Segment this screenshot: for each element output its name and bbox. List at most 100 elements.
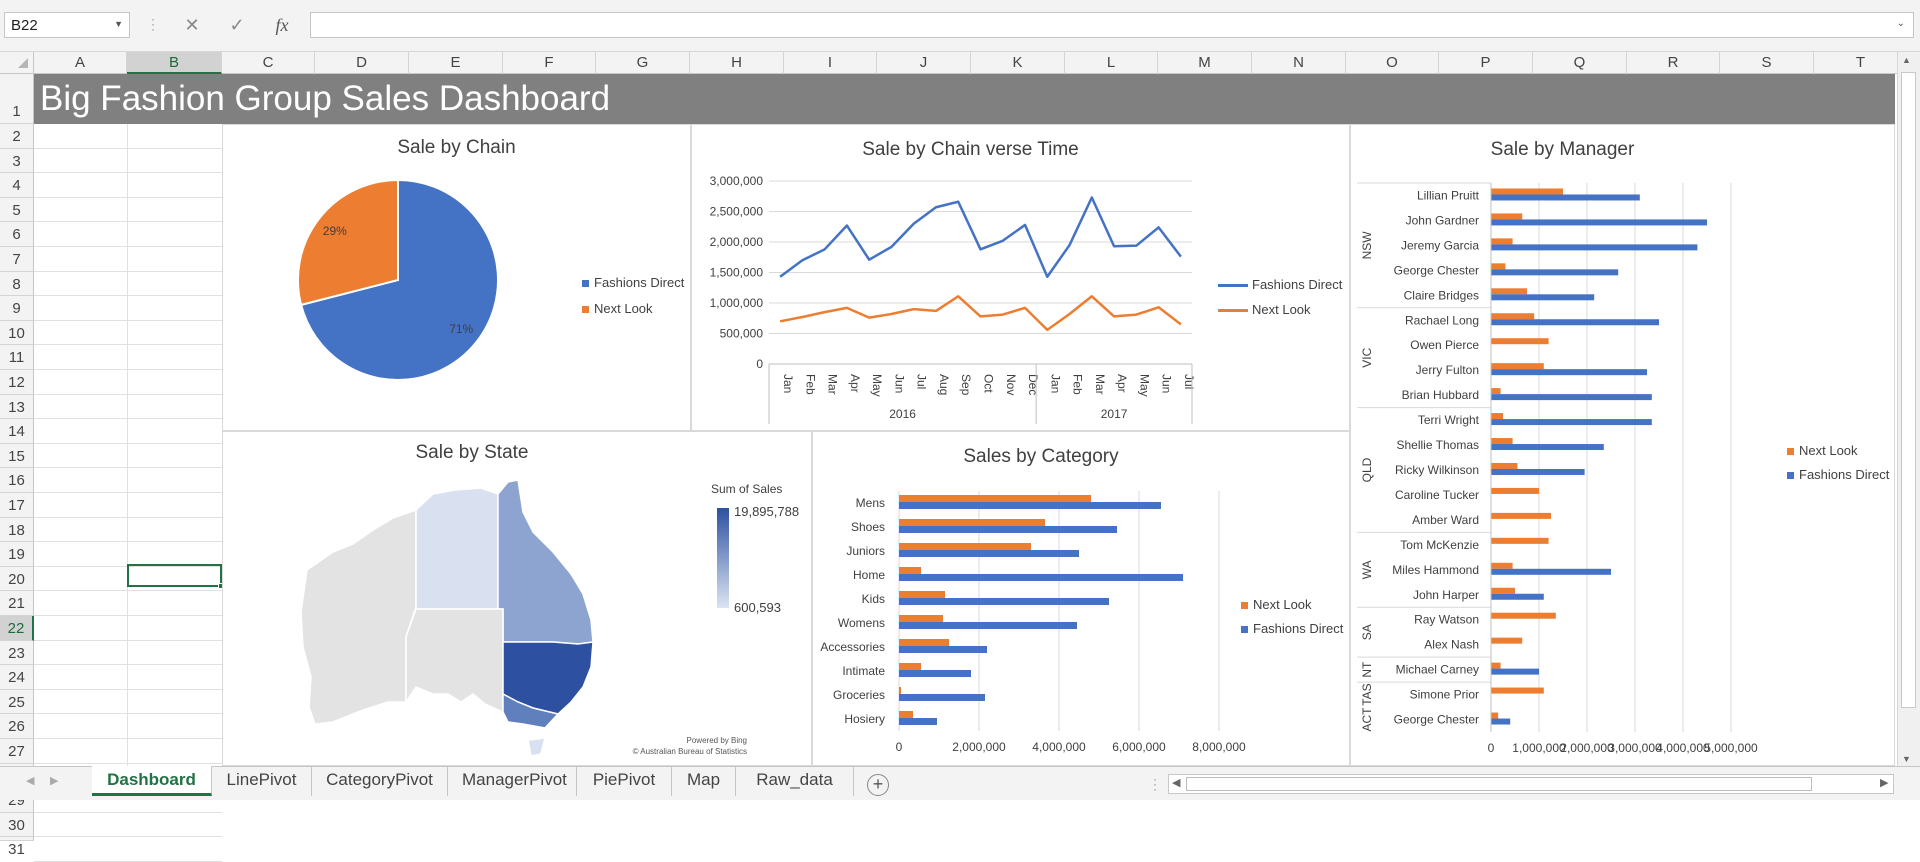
- row-header[interactable]: 1: [0, 74, 34, 124]
- bar-next-look: [899, 615, 943, 622]
- x-tick-label: May: [1137, 374, 1151, 397]
- row-header[interactable]: 26: [0, 714, 34, 739]
- tab-splitter-icon[interactable]: ⋮: [1148, 776, 1162, 792]
- hscroll-right-icon[interactable]: ▶: [1880, 777, 1889, 789]
- cancel-icon[interactable]: ✕: [184, 15, 200, 35]
- bar-next-look: [1491, 238, 1513, 245]
- row-header[interactable]: 17: [0, 493, 34, 518]
- row-header[interactable]: 21: [0, 591, 34, 616]
- name-box[interactable]: B22 ▼: [4, 12, 130, 38]
- column-header[interactable]: H: [690, 52, 784, 74]
- chevron-down-icon[interactable]: ▼: [114, 19, 123, 29]
- grid-line: [34, 418, 222, 420]
- column-header[interactable]: O: [1346, 52, 1439, 74]
- row-header[interactable]: 10: [0, 320, 34, 346]
- row-header[interactable]: 15: [0, 443, 34, 469]
- map-region-wa: [300, 508, 417, 725]
- row-header[interactable]: 27: [0, 739, 34, 764]
- column-header[interactable]: L: [1065, 52, 1158, 74]
- row-header[interactable]: 6: [0, 222, 34, 247]
- row-header[interactable]: 8: [0, 271, 34, 297]
- row-header[interactable]: 11: [0, 345, 34, 370]
- sheet-tab[interactable]: Dashboard: [92, 766, 212, 796]
- row-header[interactable]: 12: [0, 370, 34, 395]
- y-tick-label: Caroline Tucker: [1395, 488, 1479, 502]
- grid-line: [34, 516, 222, 518]
- row-header[interactable]: 4: [0, 173, 34, 198]
- column-header[interactable]: R: [1627, 52, 1720, 74]
- column-header[interactable]: Q: [1533, 52, 1627, 74]
- column-header[interactable]: I: [784, 52, 877, 74]
- category-chart-panel[interactable]: Sales by Category 0 2,000,000 4,000,000 6,0…: [812, 431, 1350, 766]
- column-header[interactable]: D: [315, 52, 409, 74]
- column-header[interactable]: K: [971, 52, 1065, 74]
- scroll-up-icon[interactable]: ▲: [1902, 55, 1911, 65]
- column-header[interactable]: C: [222, 52, 315, 74]
- row-header[interactable]: 14: [0, 419, 34, 444]
- row-header[interactable]: 13: [0, 394, 34, 420]
- map-chart-panel[interactable]: Sale by State Sum of Sales 19,895,788 60…: [222, 431, 812, 766]
- column-header[interactable]: T: [1814, 52, 1908, 74]
- sheet-tab[interactable]: ManagerPivot: [448, 766, 577, 796]
- column-header[interactable]: B: [127, 52, 222, 74]
- select-all-corner[interactable]: [0, 52, 34, 74]
- grid-line: [34, 196, 222, 198]
- column-header[interactable]: N: [1252, 52, 1346, 74]
- pie-chart-panel[interactable]: Sale by Chain 71% 29% Fashions Direct Nex…: [222, 124, 691, 431]
- row-header[interactable]: 22: [0, 616, 34, 641]
- x-tick-label: Jul: [915, 374, 929, 389]
- column-header[interactable]: E: [409, 52, 503, 74]
- y-tick-label: 1,500,000: [710, 266, 764, 280]
- column-header[interactable]: A: [34, 52, 127, 74]
- row-header[interactable]: 23: [0, 640, 34, 666]
- sheet-tab[interactable]: Raw_data: [736, 766, 854, 796]
- row-header[interactable]: 20: [0, 566, 34, 592]
- x-tick-label: Apr: [1115, 374, 1129, 393]
- row-header[interactable]: 31: [0, 837, 34, 858]
- row-header[interactable]: 18: [0, 517, 34, 543]
- column-header[interactable]: S: [1720, 52, 1814, 74]
- row-header[interactable]: 24: [0, 665, 34, 690]
- manager-chart-panel[interactable]: Sale by Manager 0 1,000,000 2,000,000 3,000…: [1350, 124, 1895, 766]
- column-header[interactable]: F: [503, 52, 596, 74]
- bar-next-look: [899, 639, 949, 646]
- scroll-down-icon[interactable]: ▼: [1902, 754, 1911, 764]
- tab-scroll-left-icon[interactable]: ◀: [26, 775, 35, 787]
- series-line-next-look: [779, 295, 1182, 332]
- bar-next-look: [1491, 587, 1515, 594]
- row-header[interactable]: 9: [0, 296, 34, 321]
- grid-line: [34, 442, 222, 444]
- selected-cell[interactable]: [127, 564, 224, 589]
- row-header[interactable]: 19: [0, 542, 34, 567]
- row-header[interactable]: 25: [0, 689, 34, 715]
- sheet-tab[interactable]: CategoryPivot: [312, 766, 448, 796]
- vertical-scroll-thumb[interactable]: [1901, 72, 1916, 708]
- sheet-tab[interactable]: PiePivot: [577, 766, 672, 796]
- formula-input[interactable]: ⌄: [310, 12, 1914, 38]
- column-header[interactable]: P: [1439, 52, 1533, 74]
- sheet-tab[interactable]: LinePivot: [212, 766, 312, 796]
- add-sheet-icon[interactable]: +: [867, 774, 889, 796]
- hscroll-left-icon[interactable]: ◀: [1172, 777, 1181, 789]
- row-header[interactable]: 2: [0, 124, 34, 149]
- bar-fashions-direct: [899, 598, 1109, 605]
- column-header[interactable]: J: [877, 52, 971, 74]
- x-tick-label: Apr: [848, 374, 862, 393]
- row-header[interactable]: 3: [0, 148, 34, 174]
- y-tick-label: 1,000,000: [710, 296, 764, 310]
- y-tick-label: Hosiery: [844, 712, 885, 726]
- insert-function-icon[interactable]: fx: [275, 15, 289, 35]
- row-header[interactable]: 16: [0, 468, 34, 493]
- enter-icon[interactable]: ✓: [229, 15, 245, 35]
- row-header[interactable]: 30: [0, 812, 34, 838]
- expand-formula-icon[interactable]: ⌄: [1896, 18, 1905, 29]
- column-header[interactable]: G: [596, 52, 690, 74]
- row-header[interactable]: 7: [0, 247, 34, 272]
- tab-scroll-right-icon[interactable]: ▶: [50, 775, 59, 787]
- horizontal-scroll-thumb[interactable]: [1186, 777, 1812, 791]
- sheet-tab[interactable]: Map: [672, 766, 736, 796]
- line-chart-panel[interactable]: Sale by Chain verse Time 3,000,000 2,500,…: [691, 124, 1350, 431]
- column-header[interactable]: M: [1158, 52, 1252, 74]
- bar-fashions-direct: [1491, 593, 1544, 600]
- row-header[interactable]: 5: [0, 197, 34, 223]
